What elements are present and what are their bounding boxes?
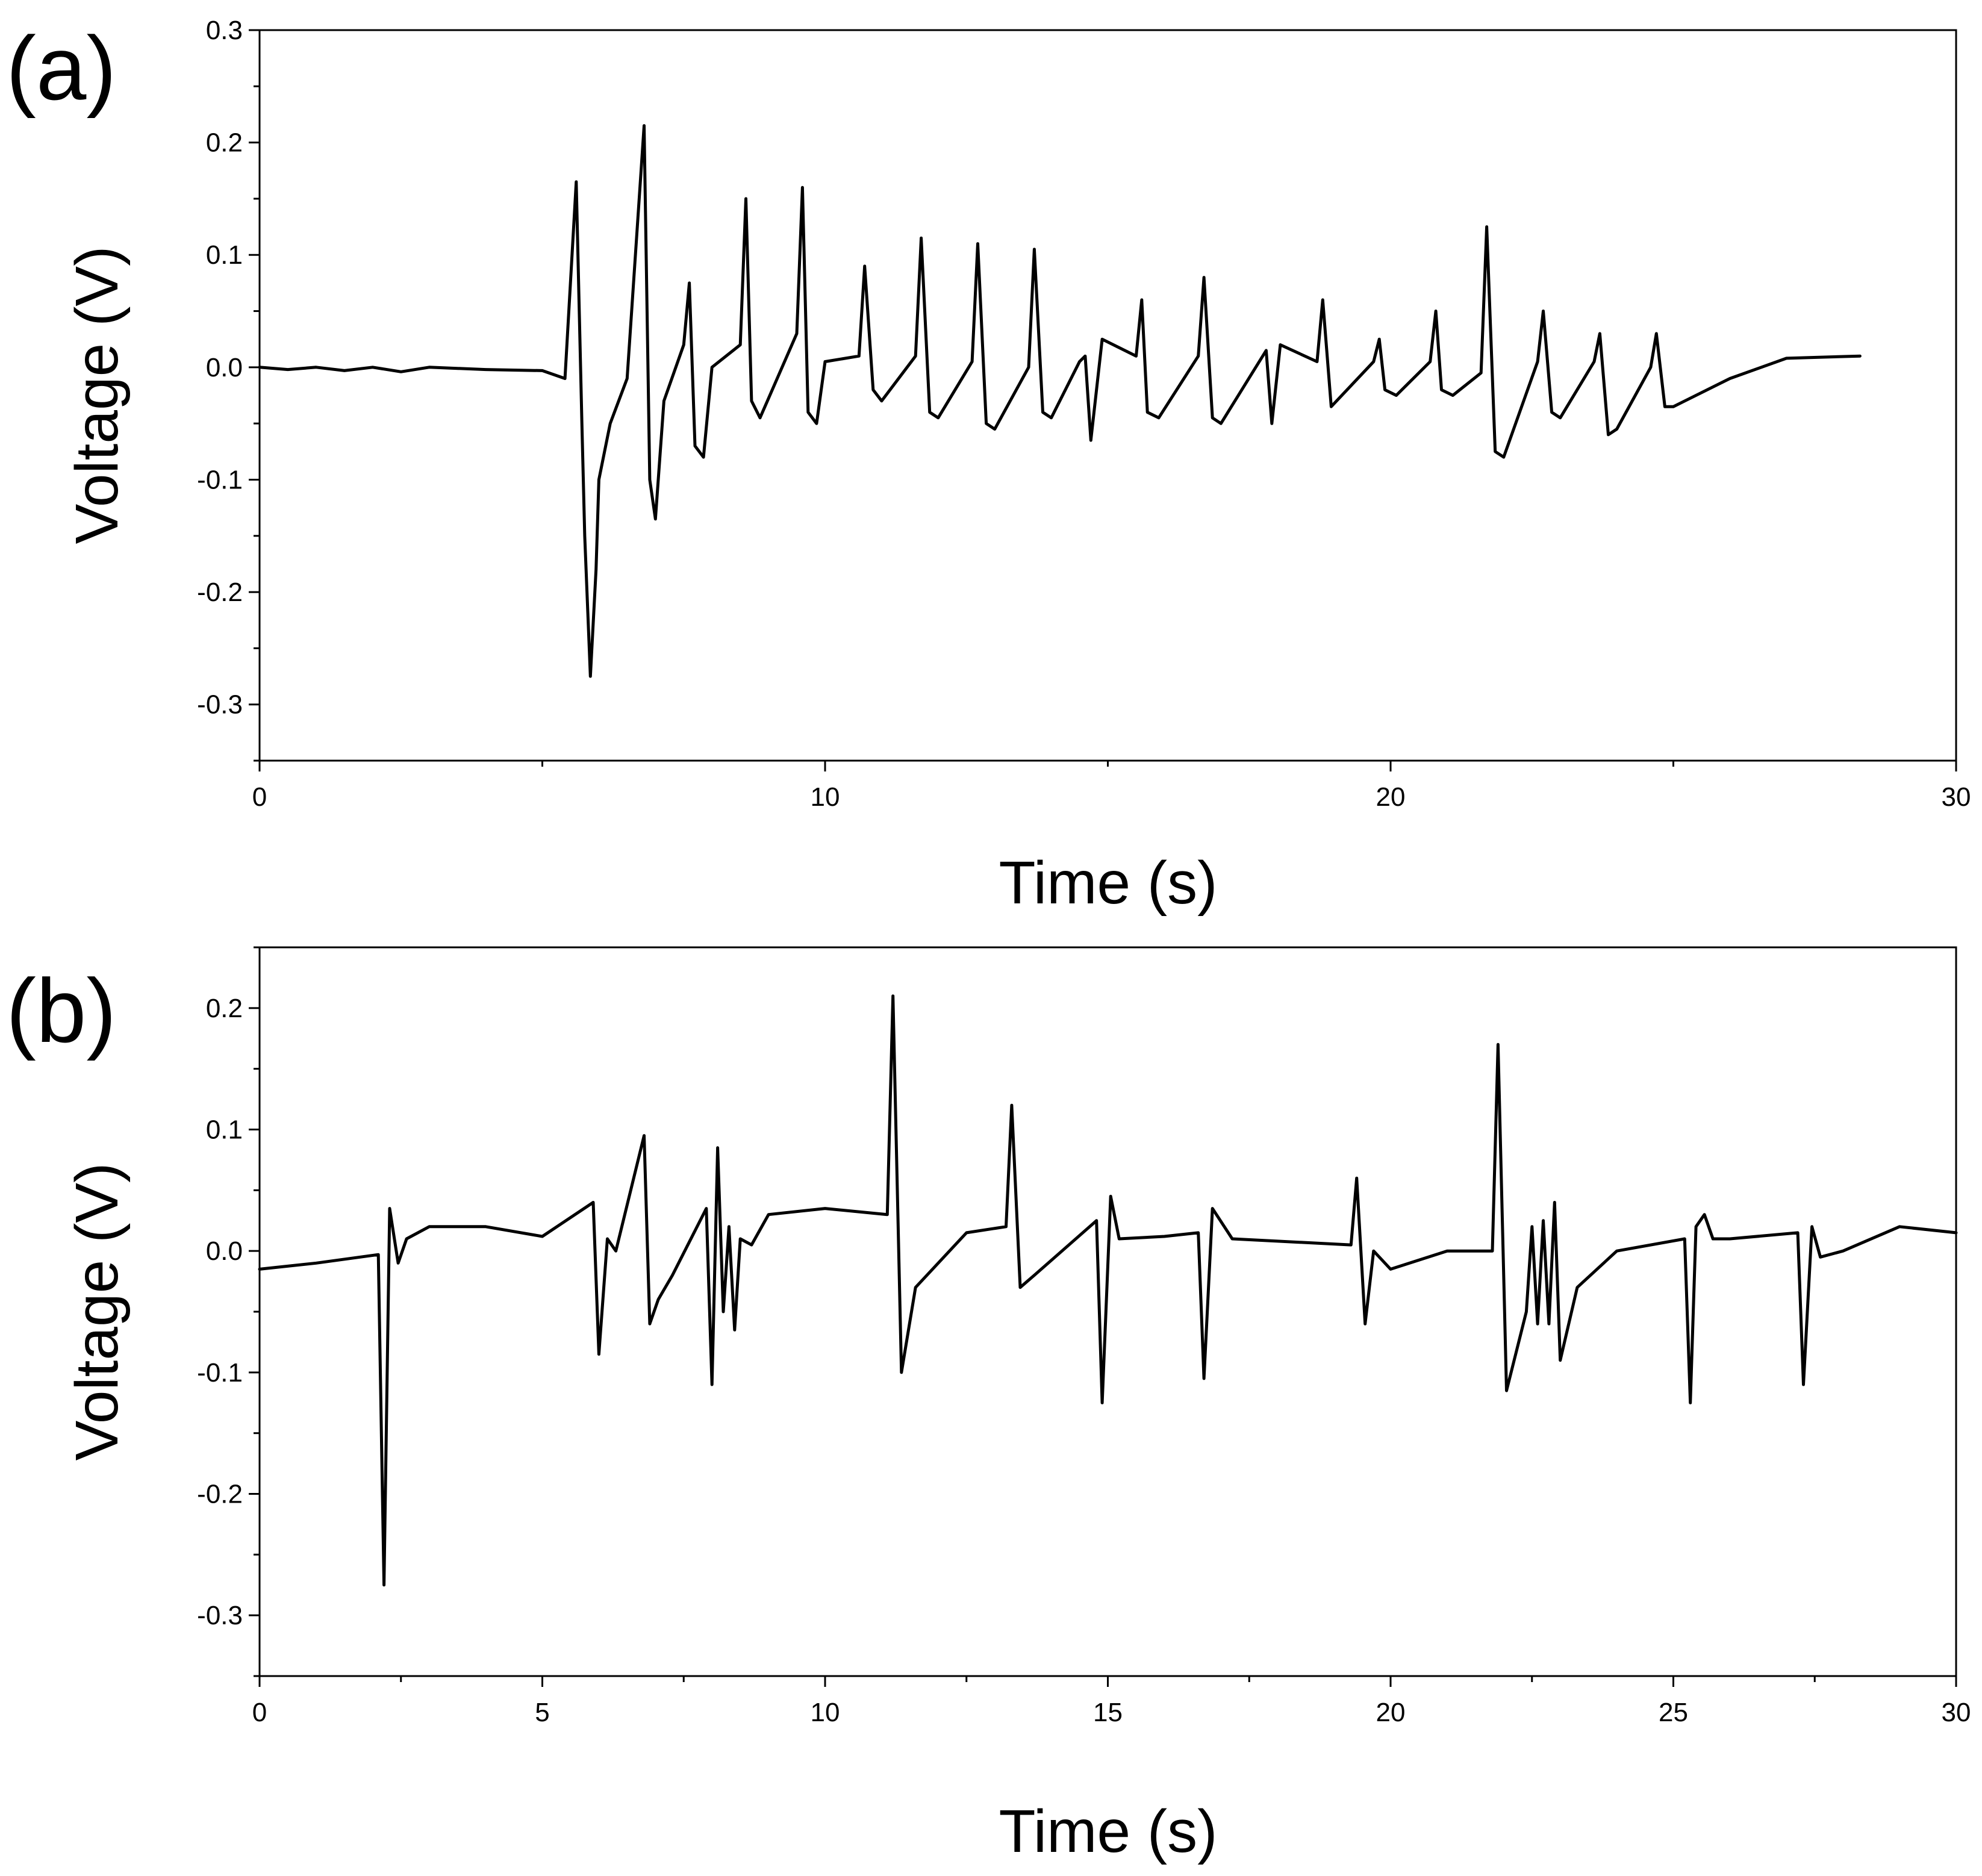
panel-a-y-tick-label: 0.3	[206, 16, 243, 45]
panel-b-label: (b)	[6, 960, 116, 1061]
panel-b-y-tick-label: 0.0	[206, 1236, 243, 1266]
panel-a-voltage-trace	[258, 124, 1862, 678]
panel-a-x-axis-title: Time (s)	[999, 849, 1218, 917]
panel-b-y-tick-label: 0.1	[206, 1115, 243, 1145]
panel-b-y-tick-label: 0.2	[206, 994, 243, 1023]
panel-a-y-tick-label: -0.2	[197, 578, 243, 607]
panel-b-x-axis-title: Time (s)	[999, 1798, 1218, 1865]
panel-b-y-axis-title: Voltage (V)	[63, 1163, 131, 1461]
panel-a-x-tick-label: 0	[252, 782, 267, 812]
panel-b-ticks: 0 5 10 15 20 25 30 -0.3 -0.2 -0.1 0.0 0.1 0.2	[197, 946, 1971, 1727]
panel-a-label: (a)	[6, 17, 116, 119]
panel-a-x-tick-label: 10	[811, 782, 840, 812]
panel-b-y-tick-label: -0.2	[197, 1480, 243, 1509]
panel-a-y-axis-title: Voltage (V)	[63, 246, 131, 544]
panel-b-x-tick-label: 5	[535, 1698, 549, 1727]
panel-b: (b) 0 5 10 15 20 25 30 -0.3 -0.2 -0.1 0.0 0.1 0.2 Ti…	[6, 946, 1971, 1865]
panel-a-y-tick-label: -0.1	[197, 465, 243, 494]
panel-b-x-tick-label: 20	[1376, 1698, 1406, 1727]
panel-a-plot-frame	[258, 29, 1957, 762]
panel-a-y-tick-label: 0.0	[206, 353, 243, 382]
panel-b-x-tick-label: 30	[1942, 1698, 1971, 1727]
panel-a-x-tick-label: 20	[1376, 782, 1406, 812]
panel-a-x-tick-label: 30	[1942, 782, 1971, 812]
panel-a-y-tick-label: 0.1	[206, 240, 243, 270]
panel-b-x-tick-label: 0	[252, 1698, 267, 1727]
panel-b-plot-frame	[258, 946, 1957, 1677]
panel-a-y-tick-label: 0.2	[206, 128, 243, 158]
panel-b-x-tick-label: 15	[1093, 1698, 1123, 1727]
panel-b-x-tick-label: 25	[1659, 1698, 1688, 1727]
panel-b-y-tick-label: -0.3	[197, 1601, 243, 1630]
panel-a: (a) 0 10 20 30 -0.3 -0.2 -0.1 0.0 0.1 0.2 0.3 Time…	[6, 16, 1971, 917]
panel-a-y-tick-label: -0.3	[197, 690, 243, 720]
panel-a-ticks: 0 10 20 30 -0.3 -0.2 -0.1 0.0 0.1 0.2 0.3	[197, 16, 1971, 812]
panel-b-voltage-trace	[258, 994, 1958, 1587]
panel-b-y-tick-label: -0.1	[197, 1358, 243, 1388]
panel-b-x-tick-label: 10	[811, 1698, 840, 1727]
